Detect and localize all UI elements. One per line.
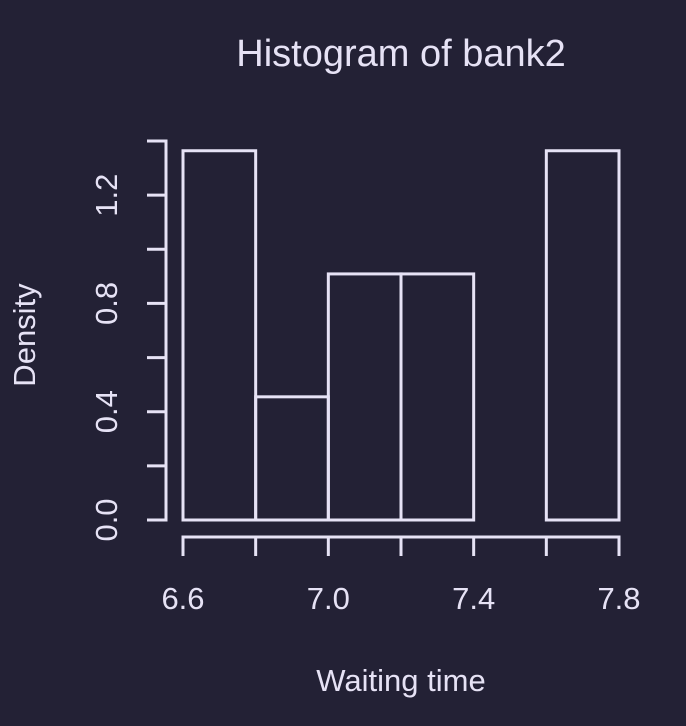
y-tick-label: 0.4 [89, 390, 124, 433]
x-tick-label: 7.4 [452, 581, 495, 616]
x-tick-label: 7.0 [307, 581, 350, 616]
x-tick-label: 7.8 [597, 581, 640, 616]
y-axis: 0.0 0.4 0.8 1.2 [89, 139, 168, 542]
chart-title: Histogram of bank2 [236, 33, 566, 75]
y-axis-label: Density [7, 283, 42, 387]
x-axis: 6.6 7.0 7.4 7.8 [161, 535, 641, 616]
histogram-bar-1 [181, 149, 258, 522]
y-tick-label: 0.8 [89, 282, 124, 325]
histogram-bar-6 [544, 149, 621, 522]
histogram-bar-4 [399, 272, 476, 522]
histogram-bars [181, 149, 621, 522]
y-tick-label: 0.0 [89, 498, 124, 541]
y-tick-label: 1.2 [89, 174, 124, 217]
x-axis-label: Waiting time [316, 663, 485, 698]
x-tick-label: 6.6 [161, 581, 204, 616]
